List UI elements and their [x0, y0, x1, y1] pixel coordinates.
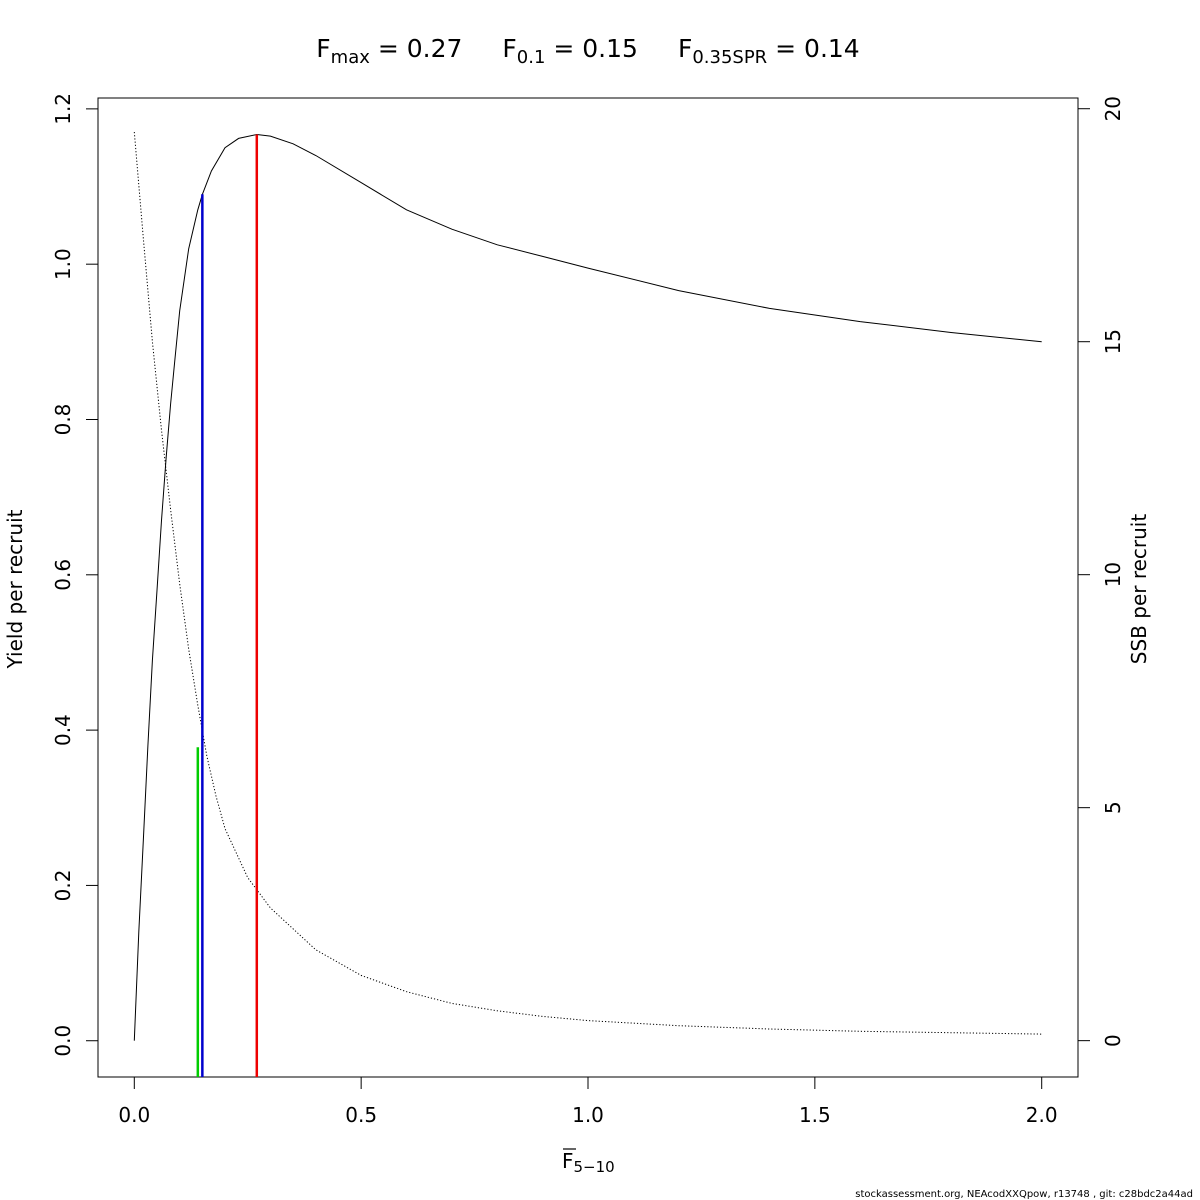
title-fspr-main: F [678, 34, 692, 63]
y2-tick-label: 10 [1101, 562, 1125, 587]
x-label-main: F [562, 1149, 574, 1173]
x-tick-label: 2.0 [1026, 1103, 1058, 1127]
y-tick-label: 1.2 [51, 93, 75, 125]
y-tick-label: 1.0 [51, 248, 75, 280]
x-tick-label: 1.0 [572, 1103, 604, 1127]
y-axis-label: Yield per recruit [3, 509, 27, 669]
title-fspr-value: = 0.14 [767, 34, 860, 63]
y-tick-label: 0.0 [51, 1025, 75, 1057]
y-tick-label: 0.8 [51, 404, 75, 436]
x-axis-label: F5−10 [562, 1148, 615, 1176]
title-fspr-sub: 0.35SPR [692, 47, 767, 68]
y2-tick-label: 20 [1101, 96, 1125, 121]
title-fmax-value: = 0.27 [370, 34, 463, 63]
y2-tick-label: 0 [1101, 1034, 1125, 1047]
y2-tick-label: 15 [1101, 329, 1125, 354]
y-axis-left: 0.0 0.2 0.4 0.6 0.8 1.0 1.2 [51, 93, 98, 1057]
x-axis: 0.0 0.5 1.0 1.5 2.0 [118, 1076, 1058, 1127]
title-f01-value: = 0.15 [545, 34, 638, 63]
y-tick-label: 0.2 [51, 870, 75, 902]
title-f01-main: F [502, 34, 516, 63]
footer-credit: stockassessment.org, NEAcodXXQpow, r1374… [855, 1189, 1193, 1200]
reference-lines [196, 134, 259, 1077]
plot-frame [97, 97, 1079, 1078]
y-tick-label: 0.4 [51, 714, 75, 746]
y-axis-right: 0 5 10 15 20 [1078, 96, 1125, 1047]
title-f01-sub: 0.1 [517, 47, 546, 68]
title-fmax-sub: max [331, 47, 371, 68]
yield-per-recruit-line [133, 133, 1042, 1041]
chart-title: Fmax = 0.27 F0.1 = 0.15 F0.35SPR = 0.14 [316, 34, 859, 68]
x-tick-label: 0.0 [118, 1103, 150, 1127]
ssb-per-recruit-line [133, 131, 1042, 1035]
y2-tick-label: 5 [1101, 801, 1125, 814]
y-tick-label: 0.6 [51, 559, 75, 591]
x-tick-label: 1.5 [799, 1103, 831, 1127]
x-tick-label: 0.5 [345, 1103, 377, 1127]
svg-text:F5−10: F5−10 [562, 1149, 615, 1176]
title-fmax-main: F [316, 34, 330, 63]
x-label-sub: 5−10 [574, 1158, 615, 1176]
y2-axis-label: SSB per recruit [1127, 514, 1151, 665]
series-layer [133, 131, 1042, 1041]
